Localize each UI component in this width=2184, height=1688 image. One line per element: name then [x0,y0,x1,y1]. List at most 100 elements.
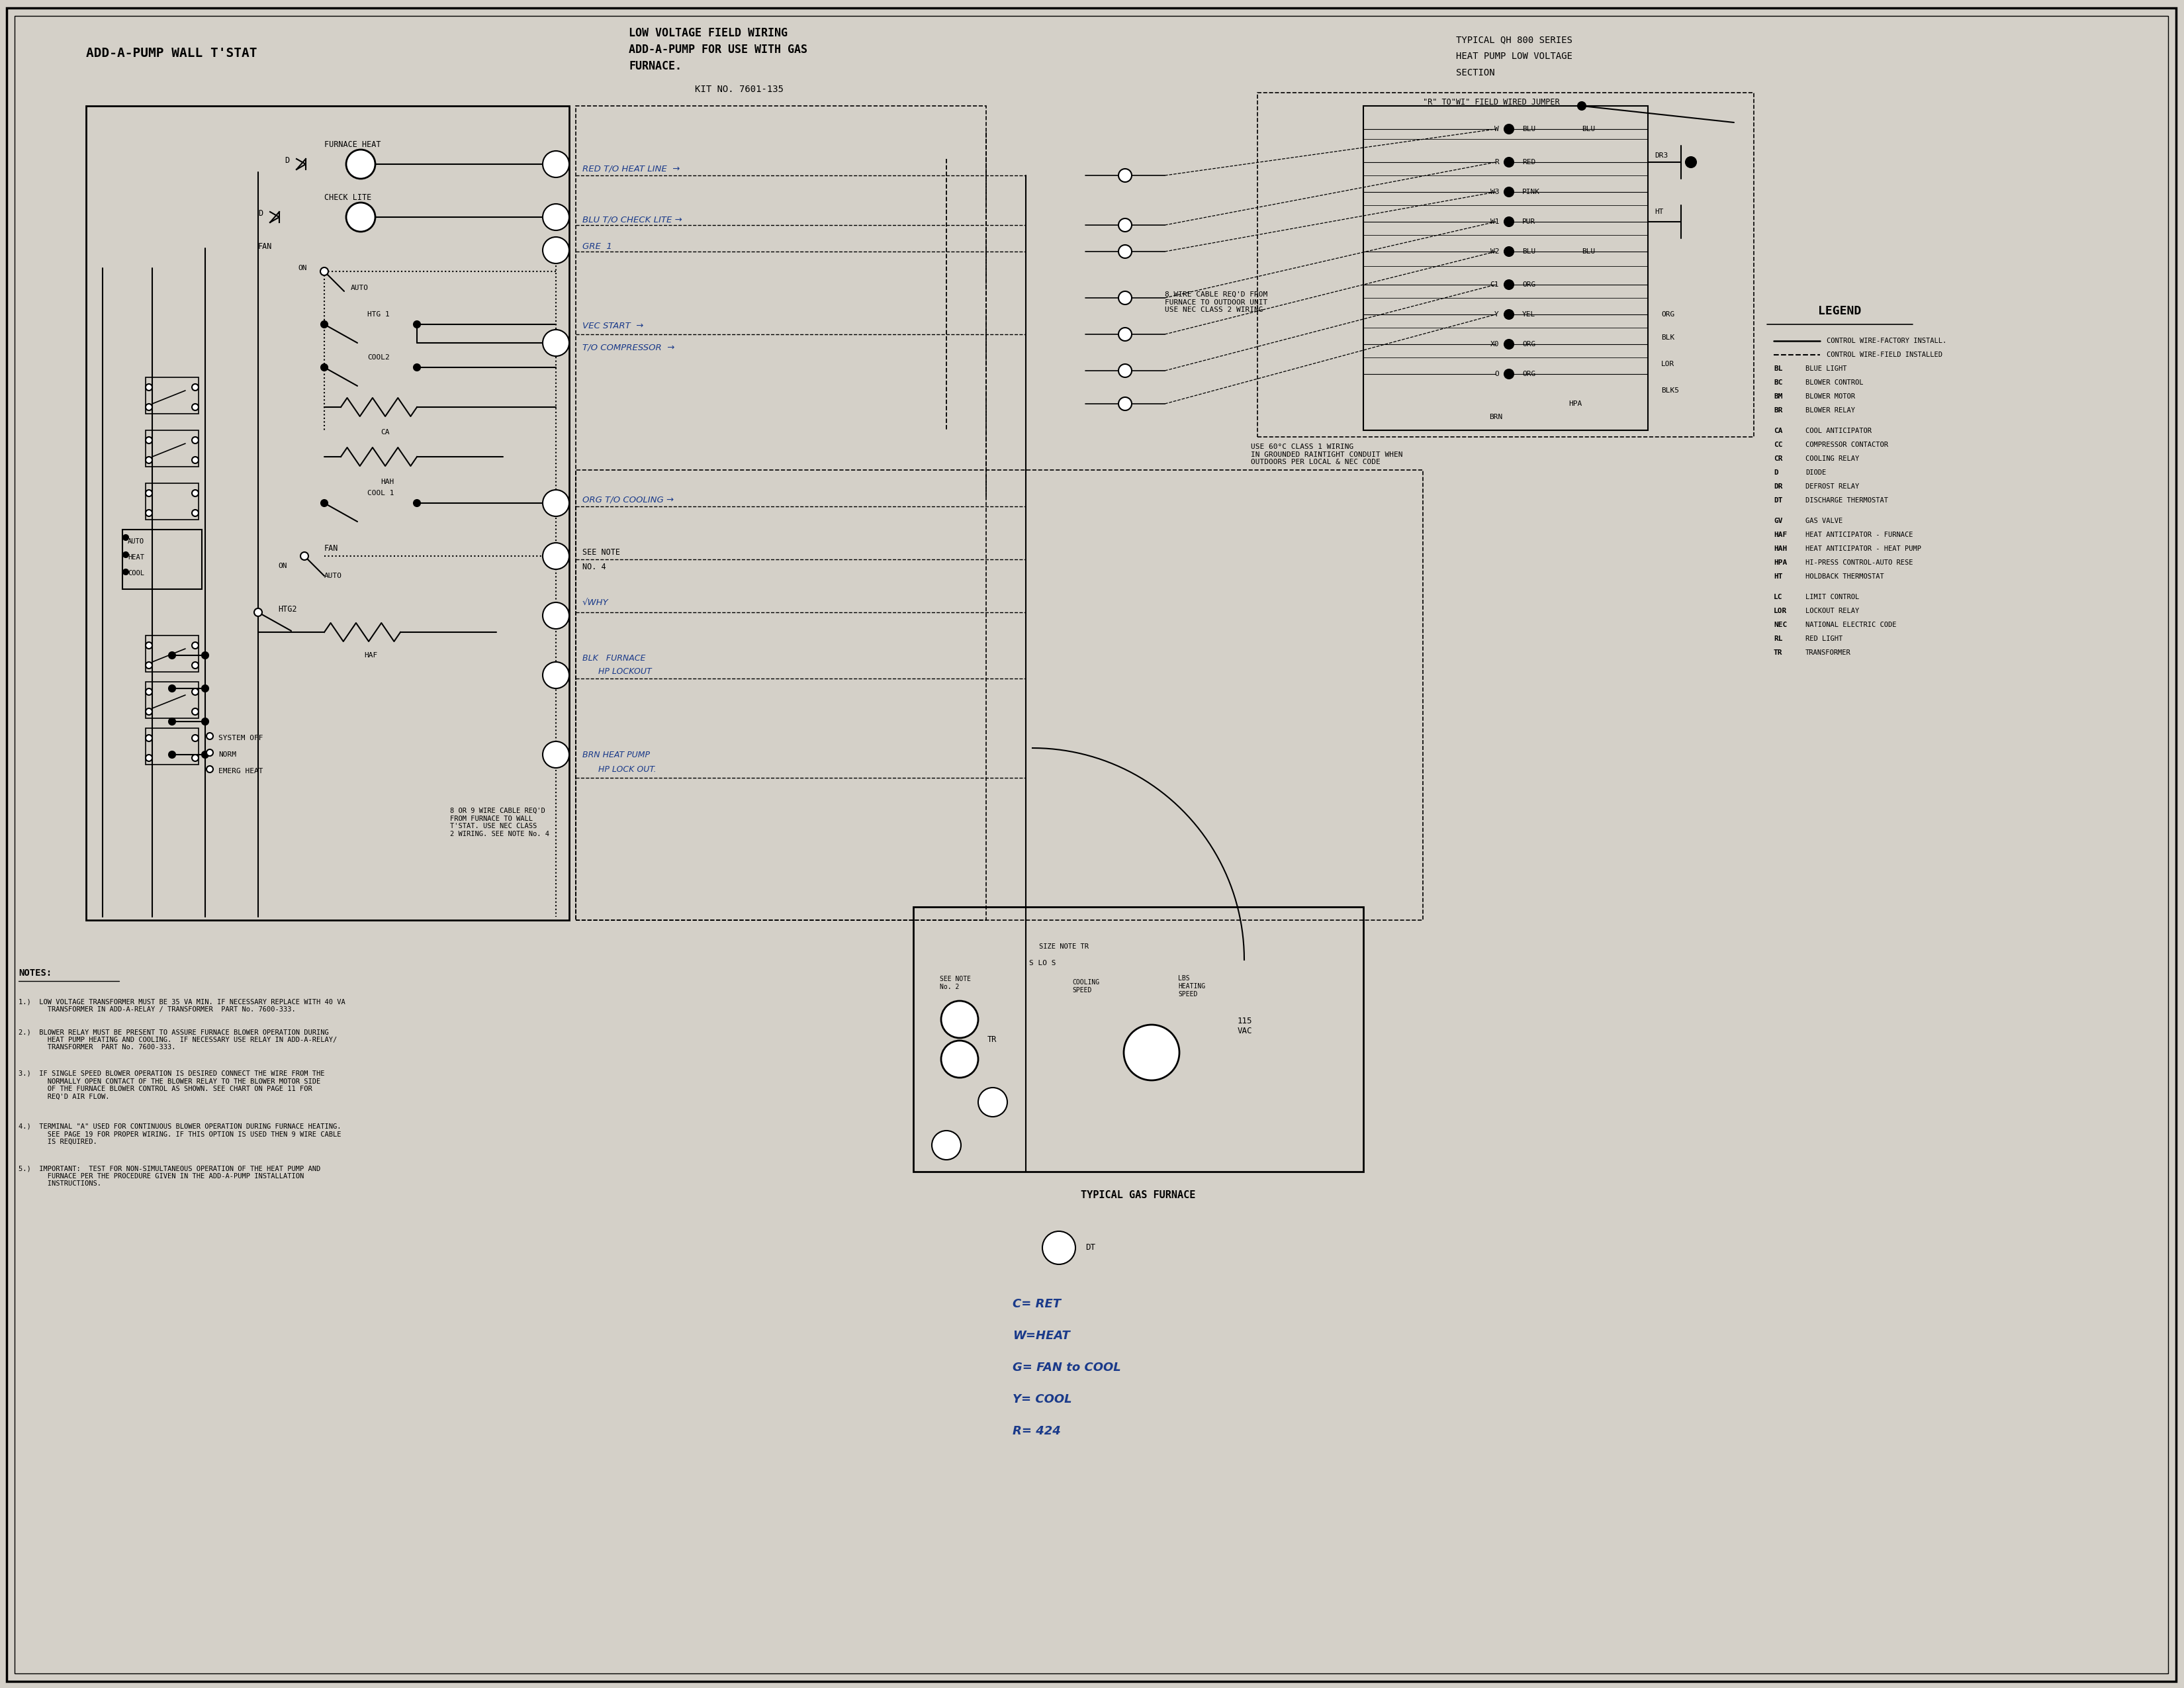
Text: PINK: PINK [1522,189,1540,196]
Text: LOR: LOR [1662,361,1675,368]
Text: HEAT ANTICIPATOR - HEAT PUMP: HEAT ANTICIPATOR - HEAT PUMP [1806,545,1922,552]
Circle shape [1505,370,1514,378]
Circle shape [941,1001,978,1038]
Text: BR: BR [987,1099,998,1106]
Text: HTG2: HTG2 [277,604,297,613]
Circle shape [192,755,199,761]
Circle shape [1505,157,1514,167]
Text: RL: RL [1773,635,1782,641]
Text: GV: GV [941,1141,950,1148]
Circle shape [168,685,175,692]
Circle shape [192,403,199,410]
Text: BLK   FURNACE: BLK FURNACE [583,655,646,663]
Text: LOR: LOR [1773,608,1787,614]
Circle shape [146,457,153,464]
Circle shape [933,1131,961,1160]
Text: SIZE NOTE TR: SIZE NOTE TR [1040,944,1088,950]
Text: BRN HEAT PUMP: BRN HEAT PUMP [583,751,651,760]
Circle shape [192,383,199,390]
Text: A: A [555,552,559,559]
Text: NEC: NEC [1773,621,1787,628]
Text: RED: RED [1522,159,1535,165]
Circle shape [192,734,199,741]
Circle shape [207,766,214,773]
Text: W: W [555,613,559,619]
Text: BLU: BLU [1522,248,1535,255]
Text: 3.)  IF SINGLE SPEED BLOWER OPERATION IS DESIRED CONNECT THE WIRE FROM THE
     : 3.) IF SINGLE SPEED BLOWER OPERATION IS … [17,1070,325,1101]
Text: BC: BC [1773,380,1782,387]
Circle shape [192,457,199,464]
Circle shape [146,755,153,761]
Circle shape [1505,125,1514,133]
Text: HPA: HPA [1773,559,1787,565]
Circle shape [1125,1025,1179,1080]
Circle shape [542,236,570,263]
Bar [146,483,199,520]
Text: 8 OR 9 WIRE CABLE REQ'D
FROM FURNACE TO WALL
T'STAT. USE NEC CLASS
2 WIRING. SEE: 8 OR 9 WIRE CABLE REQ'D FROM FURNACE TO … [450,807,550,837]
Text: AUTO: AUTO [323,572,343,579]
Text: ON: ON [277,562,286,569]
Circle shape [1505,187,1514,196]
Circle shape [413,500,419,506]
Circle shape [146,490,153,496]
Circle shape [253,608,262,616]
Text: C1: C1 [1489,282,1498,289]
Bar [1258,93,1754,437]
Circle shape [1118,397,1131,410]
Text: BLU T/O CHECK LITE →: BLU T/O CHECK LITE → [583,216,681,225]
Text: AUTO: AUTO [352,285,369,292]
Text: EMERG HEAT: EMERG HEAT [218,768,262,775]
Text: 8 WIRE CABLE REQ'D FROM
FURNACE TO OUTDOOR UNIT
USE NEC CLASS 2 WIRING: 8 WIRE CABLE REQ'D FROM FURNACE TO OUTDO… [1164,292,1267,314]
Bar [146,430,199,466]
Text: ADD-A-PUMP WALL T'STAT: ADD-A-PUMP WALL T'STAT [85,47,258,59]
Text: BLOWER CONTROL: BLOWER CONTROL [1806,380,1863,387]
Circle shape [146,437,153,444]
Text: SEE NOTE
No. 2: SEE NOTE No. 2 [939,976,972,991]
Circle shape [321,365,328,371]
Text: X: X [555,214,559,221]
Text: S LO S: S LO S [1029,960,1055,967]
Circle shape [1118,365,1131,378]
Text: FURNACE HEAT: FURNACE HEAT [323,140,380,149]
Text: COMPRESSOR CONTACTOR: COMPRESSOR CONTACTOR [1806,442,1889,447]
Circle shape [122,535,129,540]
Circle shape [201,685,207,692]
Circle shape [542,490,570,517]
Text: COOL 1: COOL 1 [367,490,393,496]
Circle shape [201,717,207,724]
Text: PUR: PUR [1522,218,1535,225]
Bar [122,530,201,589]
Text: LBS
HEATING
SPEED: LBS HEATING SPEED [1177,976,1206,998]
Text: W: W [1494,127,1498,132]
Text: O: O [555,500,559,506]
Circle shape [192,490,199,496]
Text: FURNACE.: FURNACE. [629,61,681,73]
Circle shape [168,717,175,724]
Bar [577,469,1424,920]
Circle shape [192,709,199,716]
Text: BLK: BLK [1662,334,1675,341]
Text: T/O COMPRESSOR  →: T/O COMPRESSOR → [583,343,675,351]
Text: COOLING RELAY: COOLING RELAY [1806,456,1859,463]
Text: DISCHARGE THERMOSTAT: DISCHARGE THERMOSTAT [1806,498,1889,503]
Circle shape [413,365,419,371]
Circle shape [1118,292,1131,304]
Text: HI-PRESS CONTROL-AUTO RESE: HI-PRESS CONTROL-AUTO RESE [1806,559,1913,565]
Text: FAN: FAN [323,544,339,552]
Circle shape [321,267,328,275]
Circle shape [1118,218,1131,231]
Text: TR: TR [1773,650,1782,657]
Text: "R" TO"WI" FIELD WIRED JUMPER: "R" TO"WI" FIELD WIRED JUMPER [1424,98,1559,106]
Circle shape [1505,339,1514,349]
Circle shape [542,329,570,356]
Text: W3: W3 [553,751,559,758]
Text: 4.)  TERMINAL "A" USED FOR CONTINUOUS BLOWER OPERATION DURING FURNACE HEATING.
 : 4.) TERMINAL "A" USED FOR CONTINUOUS BLO… [17,1123,341,1146]
Text: HEAT ANTICIPATOR - FURNACE: HEAT ANTICIPATOR - FURNACE [1806,532,1913,538]
Circle shape [1118,169,1131,182]
Circle shape [192,662,199,668]
Bar [146,635,199,672]
Text: NOTES:: NOTES: [17,969,52,977]
Text: HT: HT [1773,574,1782,581]
Circle shape [345,150,376,179]
Circle shape [146,662,153,668]
